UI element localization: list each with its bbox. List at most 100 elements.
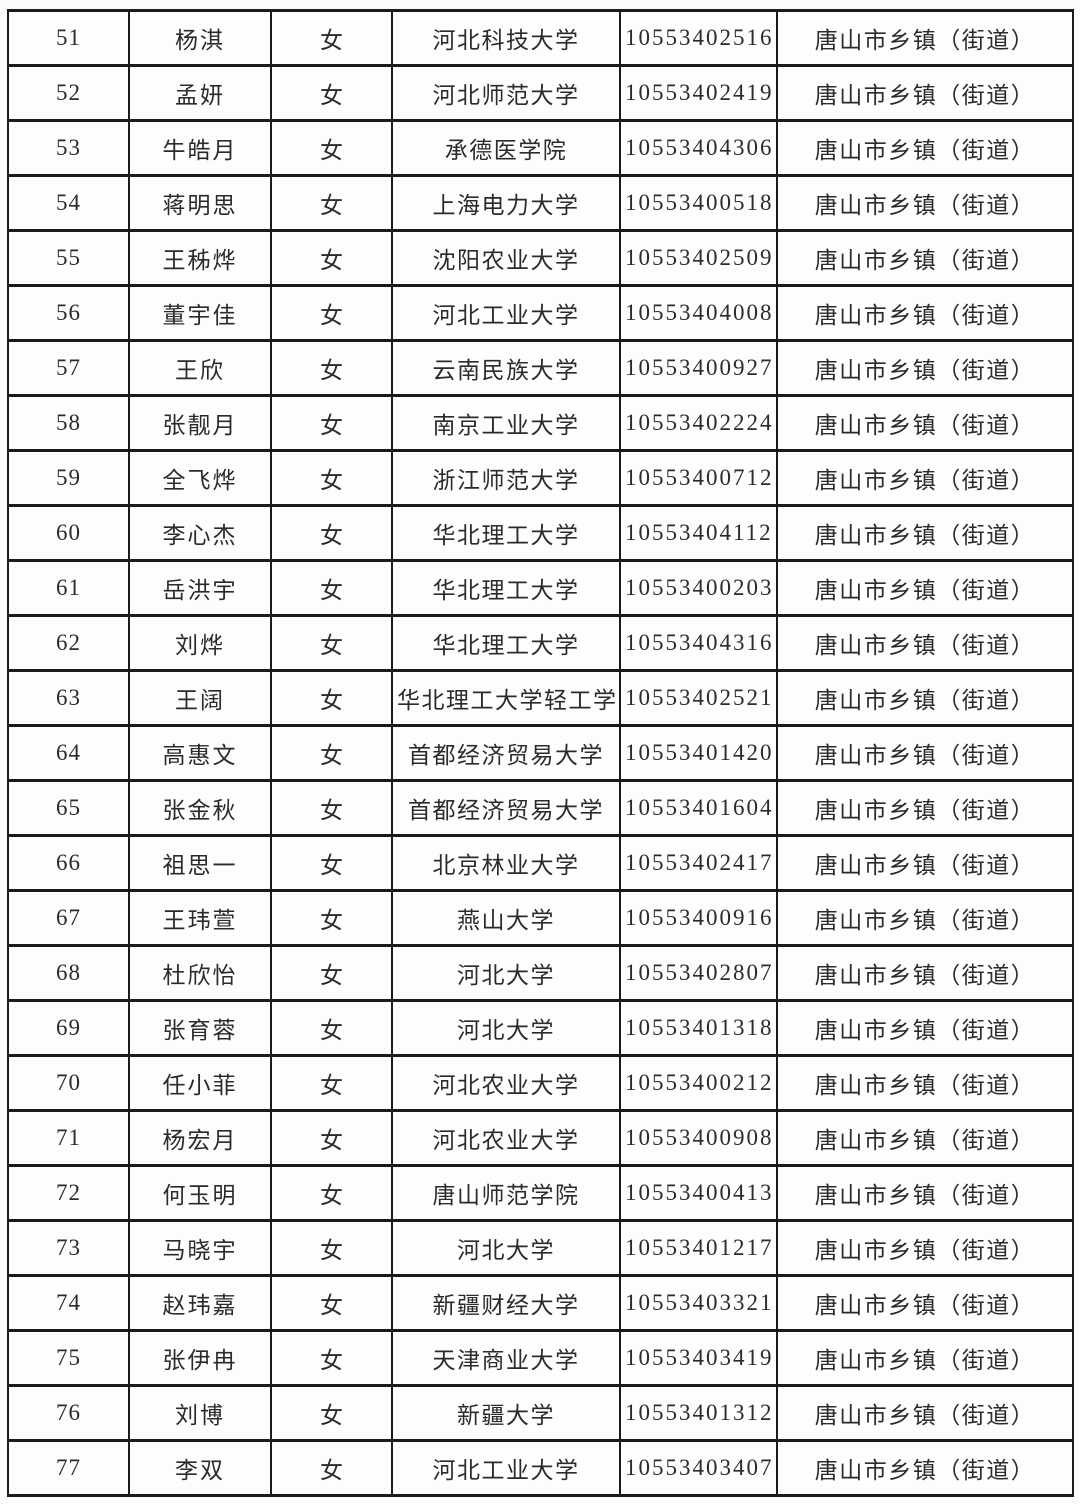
gender-cell: 女	[270, 394, 393, 452]
name-cell: 全飞烨	[128, 449, 272, 507]
gender-cell: 女	[270, 944, 393, 1002]
row-number-cell: 54	[7, 174, 130, 232]
region-cell: 唐山市乡镇（街道）	[776, 284, 1074, 342]
region-cell: 唐山市乡镇（街道）	[776, 229, 1074, 287]
name-cell: 王阔	[128, 669, 272, 727]
row-number-cell: 64	[7, 724, 130, 782]
gender-cell: 女	[270, 834, 393, 892]
school-cell: 华北理工大学	[391, 504, 621, 562]
table-row: 58 张靓月女南京工业大学 10553402224 唐山市乡镇（街道）	[7, 394, 1074, 452]
gender-cell: 女	[270, 559, 393, 617]
row-number-cell: 60	[7, 504, 130, 562]
name-cell: 张育蓉	[128, 999, 272, 1057]
name-cell: 马晓宇	[128, 1219, 272, 1277]
name-cell: 王玮萱	[128, 889, 272, 947]
region-cell: 唐山市乡镇（街道）	[776, 1054, 1074, 1112]
gender-cell: 女	[270, 9, 393, 67]
table-row: 55 王秭烨女沈阳农业大学 10553402509 唐山市乡镇（街道）	[7, 229, 1074, 287]
region-cell: 唐山市乡镇（街道）	[776, 1109, 1074, 1167]
region-cell: 唐山市乡镇（街道）	[776, 64, 1074, 122]
school-cell: 北京林业大学	[391, 834, 621, 892]
id-number-cell: 10553404112	[619, 504, 778, 562]
table-row: 75 张伊冉女天津商业大学 10553403419 唐山市乡镇（街道）	[7, 1329, 1074, 1387]
region-cell: 唐山市乡镇（街道）	[776, 614, 1074, 672]
name-cell: 岳洪宇	[128, 559, 272, 617]
name-cell: 孟妍	[128, 64, 272, 122]
name-cell: 董宇佳	[128, 284, 272, 342]
gender-cell: 女	[270, 889, 393, 947]
id-number-cell: 10553404008	[619, 284, 778, 342]
row-number-cell: 65	[7, 779, 130, 837]
name-cell: 牛皓月	[128, 119, 272, 177]
school-cell: 河北科技大学	[391, 9, 621, 67]
row-number-cell: 70	[7, 1054, 130, 1112]
row-number-cell: 75	[7, 1329, 130, 1387]
row-number-cell: 66	[7, 834, 130, 892]
name-cell: 李心杰	[128, 504, 272, 562]
id-number-cell: 10553402417	[619, 834, 778, 892]
school-cell: 华北理工大学	[391, 614, 621, 672]
row-number-cell: 71	[7, 1109, 130, 1167]
region-cell: 唐山市乡镇（街道）	[776, 559, 1074, 617]
name-cell: 张靓月	[128, 394, 272, 452]
school-cell: 首都经济贸易大学	[391, 779, 621, 837]
school-cell: 新疆财经大学	[391, 1274, 621, 1332]
gender-cell: 女	[270, 1054, 393, 1112]
school-cell: 云南民族大学	[391, 339, 621, 397]
region-cell: 唐山市乡镇（街道）	[776, 339, 1074, 397]
name-cell: 刘博	[128, 1384, 272, 1442]
id-number-cell: 10553402516	[619, 9, 778, 67]
id-number-cell: 10553404316	[619, 614, 778, 672]
row-number-cell: 73	[7, 1219, 130, 1277]
region-cell: 唐山市乡镇（街道）	[776, 119, 1074, 177]
name-cell: 何玉明	[128, 1164, 272, 1222]
region-cell: 唐山市乡镇（街道）	[776, 504, 1074, 562]
name-cell: 张金秋	[128, 779, 272, 837]
row-number-cell: 53	[7, 119, 130, 177]
table-row: 66 祖思一女北京林业大学 10553402417 唐山市乡镇（街道）	[7, 834, 1074, 892]
gender-cell: 女	[270, 284, 393, 342]
gender-cell: 女	[270, 449, 393, 507]
id-number-cell: 10553402509	[619, 229, 778, 287]
table-row: 64 高惠文女首都经济贸易大学 10553401420 唐山市乡镇（街道）	[7, 724, 1074, 782]
school-cell: 南京工业大学	[391, 394, 621, 452]
region-cell: 唐山市乡镇（街道）	[776, 944, 1074, 1002]
gender-cell: 女	[270, 669, 393, 727]
name-cell: 祖思一	[128, 834, 272, 892]
id-number-cell: 10553400927	[619, 339, 778, 397]
roster-table-body: 51 杨淇女河北科技大学 10553402516 唐山市乡镇（街道） 52 孟妍女河北师范…	[7, 9, 1074, 1497]
name-cell: 王秭烨	[128, 229, 272, 287]
gender-cell: 女	[270, 1329, 393, 1387]
table-row: 62 刘烨女华北理工大学 10553404316 唐山市乡镇（街道）	[7, 614, 1074, 672]
table-row: 77 李双女河北工业大学 10553403407 唐山市乡镇（街道）	[7, 1439, 1074, 1497]
table-row: 68 杜欣怡女河北大学 10553402807 唐山市乡镇（街道）	[7, 944, 1074, 1002]
school-cell: 首都经济贸易大学	[391, 724, 621, 782]
name-cell: 杨淇	[128, 9, 272, 67]
table-row: 67 王玮萱女燕山大学 10553400916 唐山市乡镇（街道）	[7, 889, 1074, 947]
region-cell: 唐山市乡镇（街道）	[776, 889, 1074, 947]
row-number-cell: 57	[7, 339, 130, 397]
row-number-cell: 74	[7, 1274, 130, 1332]
region-cell: 唐山市乡镇（街道）	[776, 1329, 1074, 1387]
gender-cell: 女	[270, 724, 393, 782]
table-row: 63 王阔女华北理工大学轻工学院 10553402521 唐山市乡镇（街道）	[7, 669, 1074, 727]
gender-cell: 女	[270, 1274, 393, 1332]
gender-cell: 女	[270, 504, 393, 562]
region-cell: 唐山市乡镇（街道）	[776, 779, 1074, 837]
region-cell: 唐山市乡镇（街道）	[776, 174, 1074, 232]
gender-cell: 女	[270, 1219, 393, 1277]
gender-cell: 女	[270, 174, 393, 232]
id-number-cell: 10553404306	[619, 119, 778, 177]
table-row: 57 王欣女云南民族大学 10553400927 唐山市乡镇（街道）	[7, 339, 1074, 397]
school-cell: 燕山大学	[391, 889, 621, 947]
row-number-cell: 72	[7, 1164, 130, 1222]
name-cell: 任小菲	[128, 1054, 272, 1112]
name-cell: 李双	[128, 1439, 272, 1497]
row-number-cell: 56	[7, 284, 130, 342]
id-number-cell: 10553403407	[619, 1439, 778, 1497]
name-cell: 刘烨	[128, 614, 272, 672]
school-cell: 天津商业大学	[391, 1329, 621, 1387]
row-number-cell: 52	[7, 64, 130, 122]
id-number-cell: 10553400413	[619, 1164, 778, 1222]
